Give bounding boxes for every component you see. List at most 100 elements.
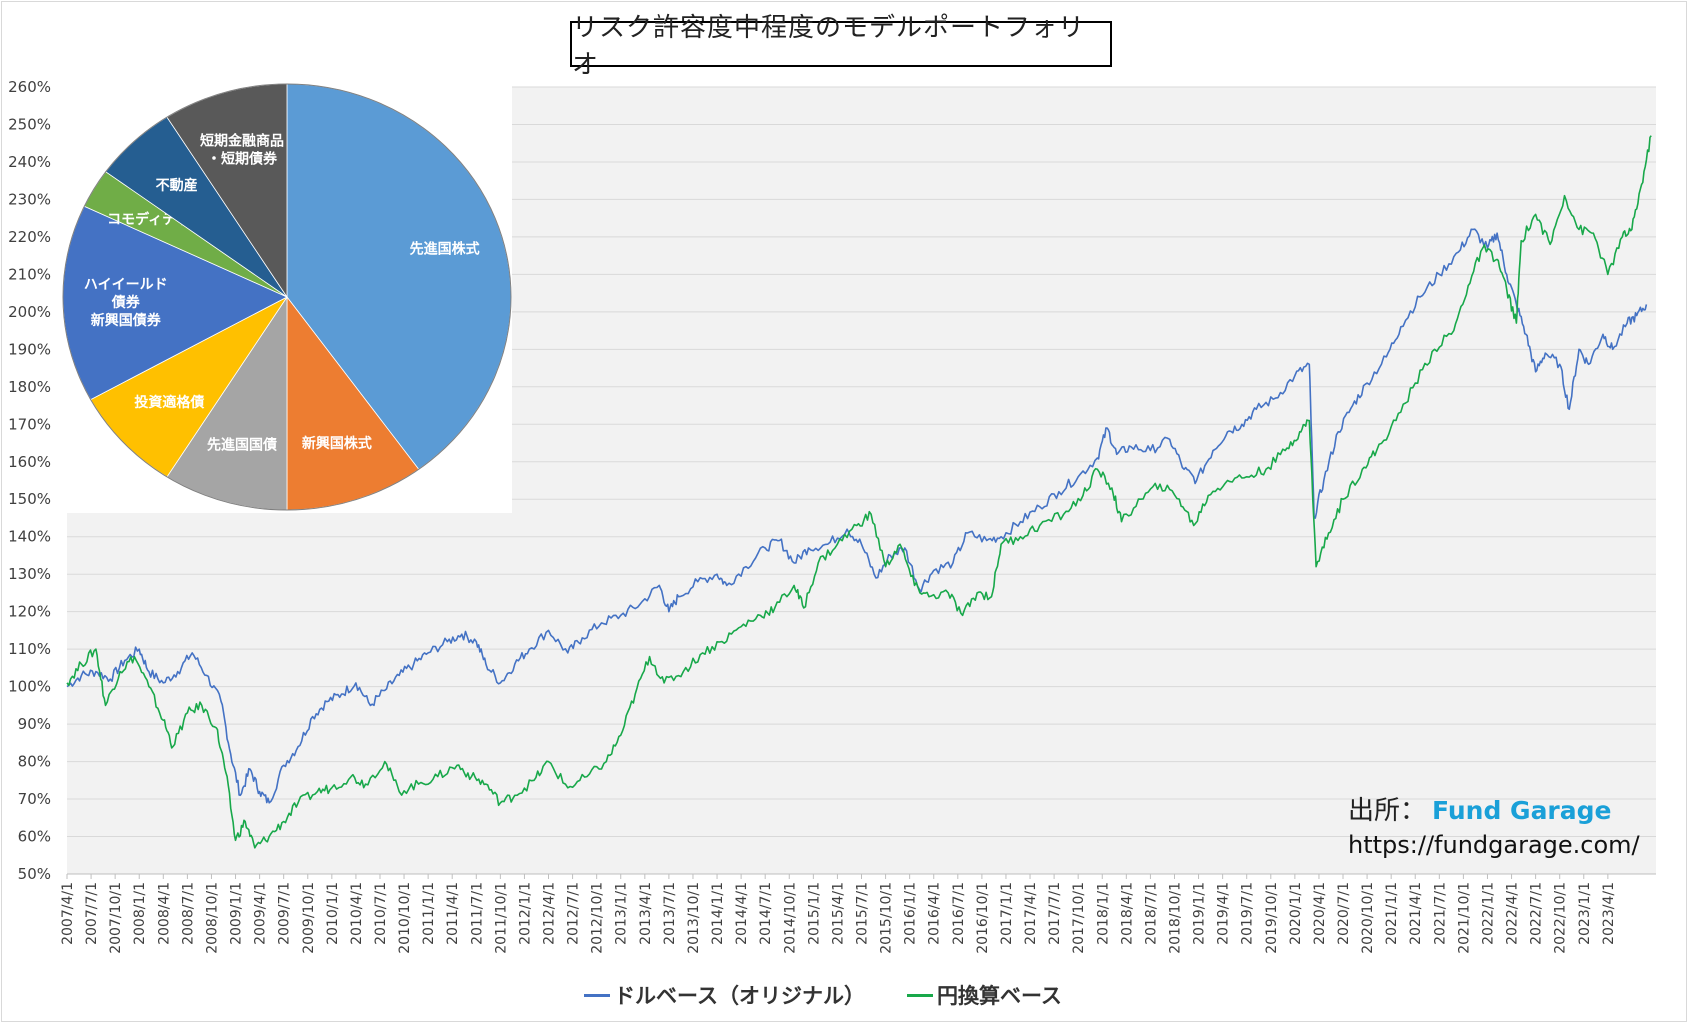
x-tick-label: 2021/4/1 <box>1408 882 1424 945</box>
x-tick-label: 2012/10/1 <box>590 882 606 954</box>
x-tick-label: 2014/10/1 <box>782 882 798 954</box>
source-brand: Fund Garage <box>1432 796 1612 825</box>
x-tick-label: 2013/1/1 <box>614 882 630 945</box>
y-tick-label: 80% <box>18 753 51 771</box>
x-tick-label: 2011/10/1 <box>493 882 509 954</box>
y-tick-label: 220% <box>8 228 51 246</box>
x-tick-label: 2017/10/1 <box>1071 882 1087 954</box>
y-tick-label: 180% <box>8 378 51 396</box>
x-tick-label: 2018/1/1 <box>1095 882 1111 945</box>
y-tick-label: 100% <box>8 678 51 696</box>
x-tick-label: 2015/1/1 <box>806 882 822 945</box>
allocation-pie: 先進国株式新興国株式先進国国債投資適格債ハイイールド債券新興国債券コモディティ不… <box>62 83 512 511</box>
x-tick-label: 2012/1/1 <box>517 882 533 945</box>
x-tick-label: 2013/4/1 <box>638 882 654 945</box>
y-tick-label: 150% <box>8 490 51 508</box>
chart-title: リスク許容度中程度のモデルポートフォリオ <box>570 13 1112 80</box>
x-tick-label: 2016/4/1 <box>927 882 943 945</box>
y-tick-label: 90% <box>18 715 51 733</box>
x-tick-label: 2019/4/1 <box>1216 882 1232 945</box>
x-tick-label: 2020/10/1 <box>1360 882 1376 954</box>
source-annotation: 出所： Fund Garage https://fundgarage.com/ <box>1348 790 1648 859</box>
legend-swatch-dollar <box>584 993 610 997</box>
y-tick-label: 240% <box>8 153 51 171</box>
x-tick-label: 2020/4/1 <box>1312 882 1328 945</box>
x-tick-label: 2023/4/1 <box>1601 882 1617 945</box>
legend-label-yen: 円換算ベース <box>936 984 1062 1008</box>
x-tick-label: 2018/4/1 <box>1119 882 1135 945</box>
x-tick-label: 2017/7/1 <box>1047 882 1063 945</box>
x-tick-label: 2019/1/1 <box>1192 882 1208 945</box>
x-tick-label: 2014/1/1 <box>710 882 726 945</box>
x-tick-label: 2022/7/1 <box>1529 882 1545 945</box>
series-line-yen <box>66 135 1652 849</box>
x-tick-label: 2008/10/1 <box>204 882 220 954</box>
x-tick-label: 2011/7/1 <box>469 882 485 945</box>
x-tick-label: 2010/7/1 <box>373 882 389 945</box>
pie-slice-label: 不動産 <box>156 177 198 194</box>
y-tick-label: 140% <box>8 528 51 546</box>
x-tick-label: 2012/4/1 <box>542 882 558 945</box>
x-tick-label: 2007/4/1 <box>60 882 76 945</box>
x-tick-label: 2008/7/1 <box>180 882 196 945</box>
x-tick-label: 2021/10/1 <box>1456 882 1472 954</box>
y-tick-label: 260% <box>8 78 51 96</box>
series-lines <box>66 135 1652 849</box>
x-tick-label: 2019/10/1 <box>1264 882 1280 954</box>
y-tick-label: 110% <box>8 640 51 658</box>
chart-legend: ドルベース（オリジナル） 円換算ベース <box>584 980 1062 1010</box>
y-tick-label: 190% <box>8 340 51 358</box>
legend-swatch-yen <box>906 993 933 997</box>
x-tick-label: 2011/4/1 <box>445 882 461 945</box>
pie-outline <box>62 83 512 511</box>
x-tick-label: 2022/10/1 <box>1553 882 1569 954</box>
x-tick-label: 2019/7/1 <box>1240 882 1256 945</box>
x-tick-label: 2015/4/1 <box>830 882 846 945</box>
x-tick-label: 2009/10/1 <box>301 882 317 954</box>
pie-slice-label: 先進国株式 <box>410 240 480 257</box>
y-tick-label: 70% <box>18 790 51 808</box>
x-tick-label: 2023/1/1 <box>1577 882 1593 945</box>
x-tick-label: 2016/1/1 <box>903 882 919 945</box>
legend-item-dollar: ドルベース（オリジナル） <box>584 980 865 1010</box>
x-tick-label: 2016/10/1 <box>975 882 991 954</box>
x-tick-label: 2020/7/1 <box>1336 882 1352 945</box>
pie-slice-label: 先進国国債 <box>207 436 277 453</box>
y-tick-label: 60% <box>18 828 51 846</box>
x-tick-label: 2018/10/1 <box>1167 882 1183 954</box>
x-tick-label: 2021/7/1 <box>1432 882 1448 945</box>
x-tick-label: 2015/10/1 <box>879 882 895 954</box>
x-tick-label: 2014/4/1 <box>734 882 750 945</box>
x-tick-label: 2010/10/1 <box>397 882 413 954</box>
pie-slice-label: 新興国株式 <box>302 435 372 452</box>
x-tick-label: 2009/1/1 <box>229 882 245 945</box>
x-tick-label: 2022/1/1 <box>1480 882 1496 945</box>
y-tick-label: 230% <box>8 190 51 208</box>
x-tick-label: 2016/7/1 <box>951 882 967 945</box>
x-tick-label: 2020/1/1 <box>1288 882 1304 945</box>
y-tick-label: 210% <box>8 265 51 283</box>
x-tick-label: 2018/7/1 <box>1143 882 1159 945</box>
series-line-dollar <box>66 228 1648 804</box>
x-tick-label: 2009/7/1 <box>277 882 293 945</box>
pie-slice-label: 短期金融商品・短期債券 <box>200 133 284 168</box>
y-axis-ticks: 50% 60% 70% 80% 90% 100% 110% 120% 130% 140% 150% 1… <box>8 78 51 883</box>
y-tick-label: 160% <box>8 453 51 471</box>
x-tick-label: 2022/4/1 <box>1505 882 1521 945</box>
x-tick-label: 2007/10/1 <box>108 882 124 954</box>
x-tick-label: 2008/4/1 <box>156 882 172 945</box>
x-tick-label: 2013/10/1 <box>686 882 702 954</box>
x-tick-label: 2021/1/1 <box>1384 882 1400 945</box>
y-tick-label: 200% <box>8 303 51 321</box>
x-tick-label: 2012/7/1 <box>566 882 582 945</box>
x-tick-label: 2010/1/1 <box>325 882 341 945</box>
pie-slice-label: 投資適格債 <box>134 394 204 411</box>
pie-slice-label: ハイイールド債券新興国債券 <box>84 277 168 329</box>
x-tick-label: 2015/7/1 <box>855 882 871 945</box>
x-tick-label: 2011/1/1 <box>421 882 437 945</box>
source-label: 出所： <box>1348 796 1427 826</box>
x-axis-ticks: 2007/4/1 2007/7/1 2007/10/1 2008/1/1 2008/4/… <box>60 874 1617 954</box>
legend-item-yen: 円換算ベース <box>906 980 1062 1010</box>
x-tick-label: 2010/4/1 <box>349 882 365 945</box>
